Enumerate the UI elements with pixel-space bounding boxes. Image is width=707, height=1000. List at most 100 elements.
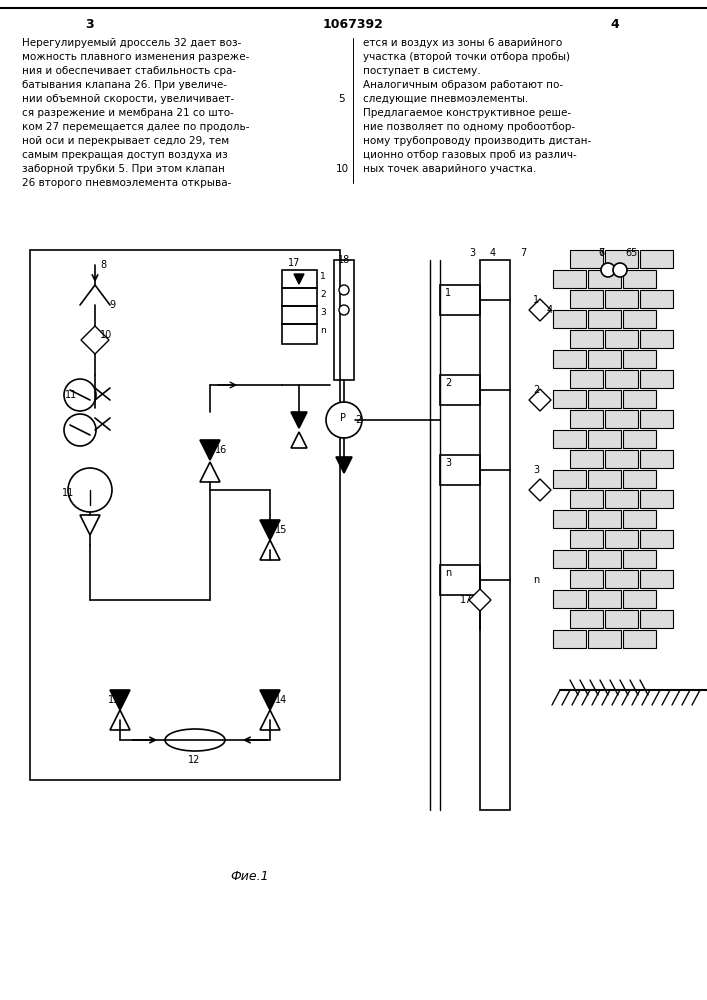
Bar bbox=[605, 570, 638, 588]
Bar bbox=[623, 310, 656, 328]
Bar bbox=[623, 350, 656, 368]
Text: ному трубопроводу производить дистан-: ному трубопроводу производить дистан- bbox=[363, 136, 591, 146]
Text: 2: 2 bbox=[320, 290, 326, 299]
Text: 7: 7 bbox=[598, 248, 604, 258]
Bar bbox=[30, 250, 340, 780]
Bar bbox=[623, 630, 656, 648]
Bar bbox=[605, 610, 638, 628]
Text: 3: 3 bbox=[445, 458, 451, 468]
Bar bbox=[588, 310, 621, 328]
Text: 4: 4 bbox=[490, 248, 496, 258]
Bar bbox=[570, 570, 603, 588]
Polygon shape bbox=[291, 412, 307, 428]
Text: ние позволяет по одному пробоотбор-: ние позволяет по одному пробоотбор- bbox=[363, 122, 575, 132]
Text: Предлагаемое конструктивное реше-: Предлагаемое конструктивное реше- bbox=[363, 108, 571, 118]
Bar bbox=[605, 410, 638, 428]
Text: 2: 2 bbox=[533, 385, 539, 395]
Bar bbox=[640, 250, 673, 268]
Text: батывания клапана 26. При увеличе-: батывания клапана 26. При увеличе- bbox=[22, 80, 227, 90]
Bar bbox=[570, 250, 603, 268]
Text: 12: 12 bbox=[188, 755, 200, 765]
Text: 9: 9 bbox=[109, 300, 115, 310]
Polygon shape bbox=[260, 690, 280, 710]
Bar bbox=[640, 570, 673, 588]
Bar bbox=[570, 410, 603, 428]
Bar bbox=[605, 490, 638, 508]
Bar bbox=[640, 450, 673, 468]
Bar bbox=[640, 530, 673, 548]
Bar bbox=[334, 260, 354, 380]
Text: 2: 2 bbox=[445, 378, 451, 388]
Circle shape bbox=[64, 414, 96, 446]
Text: 5: 5 bbox=[630, 248, 636, 258]
Text: 1: 1 bbox=[533, 295, 539, 305]
Polygon shape bbox=[110, 710, 130, 730]
Bar bbox=[553, 510, 586, 528]
Text: 4: 4 bbox=[611, 18, 619, 31]
Bar bbox=[640, 490, 673, 508]
Bar bbox=[570, 530, 603, 548]
Text: P: P bbox=[340, 413, 346, 423]
Text: n: n bbox=[533, 575, 539, 585]
Text: участка (второй точки отбора пробы): участка (второй точки отбора пробы) bbox=[363, 52, 570, 62]
Bar bbox=[570, 290, 603, 308]
Bar bbox=[480, 260, 510, 810]
Bar bbox=[588, 550, 621, 568]
Text: Аналогичным образом работают по-: Аналогичным образом работают по- bbox=[363, 80, 563, 90]
Text: 3: 3 bbox=[469, 248, 475, 258]
Polygon shape bbox=[110, 690, 130, 710]
Bar bbox=[570, 490, 603, 508]
Bar bbox=[570, 610, 603, 628]
Text: самым прекращая доступ воздуха из: самым прекращая доступ воздуха из bbox=[22, 150, 228, 160]
Bar bbox=[282, 324, 317, 344]
Text: 8: 8 bbox=[100, 260, 106, 270]
Text: 14: 14 bbox=[275, 695, 287, 705]
Bar bbox=[553, 310, 586, 328]
Bar bbox=[588, 430, 621, 448]
Bar bbox=[588, 350, 621, 368]
Text: 6: 6 bbox=[625, 248, 631, 258]
Bar bbox=[282, 288, 317, 306]
Text: 11: 11 bbox=[62, 488, 74, 498]
Bar bbox=[553, 630, 586, 648]
Bar bbox=[553, 350, 586, 368]
Bar bbox=[623, 390, 656, 408]
Bar bbox=[570, 370, 603, 388]
Text: 1: 1 bbox=[320, 272, 326, 281]
Text: 18: 18 bbox=[338, 255, 350, 265]
Text: ком 27 перемещается далее по продоль-: ком 27 перемещается далее по продоль- bbox=[22, 122, 250, 132]
Bar bbox=[588, 590, 621, 608]
Circle shape bbox=[613, 263, 627, 277]
Bar bbox=[553, 590, 586, 608]
Text: 13: 13 bbox=[108, 695, 120, 705]
Text: 17: 17 bbox=[288, 258, 300, 268]
Bar bbox=[553, 550, 586, 568]
Polygon shape bbox=[291, 432, 307, 448]
Bar bbox=[553, 270, 586, 288]
Text: поступает в систему.: поступает в систему. bbox=[363, 66, 481, 76]
Text: Нерегулируемый дроссель 32 дает воз-: Нерегулируемый дроссель 32 дает воз- bbox=[22, 38, 241, 48]
Circle shape bbox=[601, 263, 615, 277]
Text: n: n bbox=[320, 326, 326, 335]
Text: 26 второго пневмоэлемента открыва-: 26 второго пневмоэлемента открыва- bbox=[22, 178, 231, 188]
Bar bbox=[640, 370, 673, 388]
Bar bbox=[570, 330, 603, 348]
Bar bbox=[605, 370, 638, 388]
Text: нии объемной скорости, увеличивает-: нии объемной скорости, увеличивает- bbox=[22, 94, 235, 104]
Polygon shape bbox=[200, 462, 220, 482]
Bar bbox=[588, 630, 621, 648]
Text: 11: 11 bbox=[65, 390, 77, 400]
Bar bbox=[605, 250, 638, 268]
Bar bbox=[623, 590, 656, 608]
Polygon shape bbox=[294, 274, 304, 284]
Bar bbox=[440, 375, 480, 405]
Bar bbox=[440, 565, 480, 595]
Bar bbox=[623, 430, 656, 448]
Text: 1067392: 1067392 bbox=[322, 18, 383, 31]
Text: 16: 16 bbox=[215, 445, 227, 455]
Bar bbox=[623, 550, 656, 568]
Bar bbox=[623, 470, 656, 488]
Text: 10: 10 bbox=[100, 330, 112, 340]
Text: 1: 1 bbox=[445, 288, 451, 298]
Bar bbox=[605, 450, 638, 468]
